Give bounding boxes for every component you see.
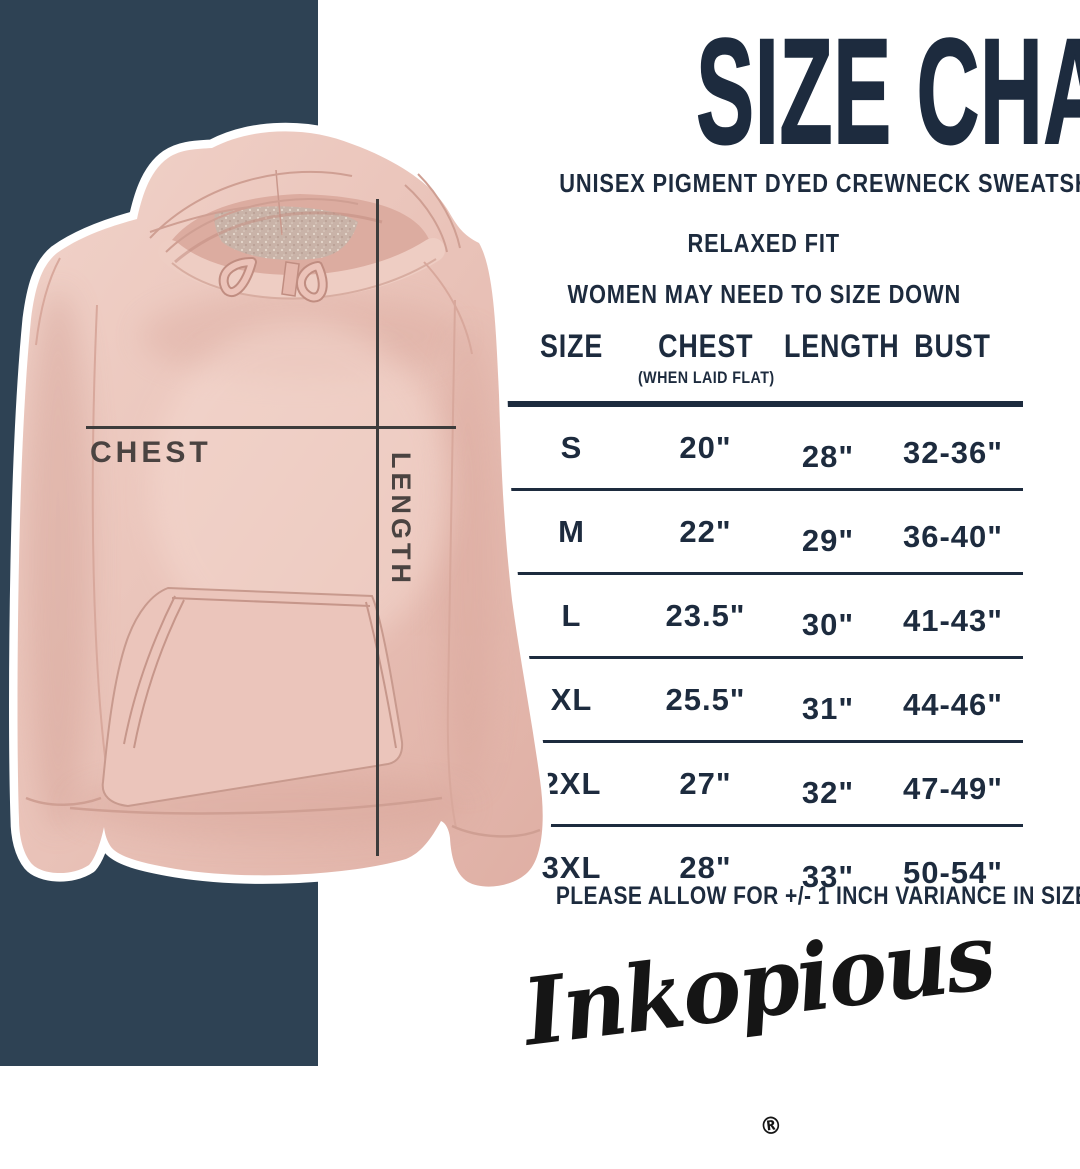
cell-chest: 23.5" [665, 597, 746, 633]
brand-logo-text: Inkopious® [517, 902, 999, 1142]
cell-length: 29" [801, 522, 855, 558]
cell-chest: 27" [679, 765, 732, 801]
cell-bust: 50-54" [903, 854, 1003, 890]
cell-bust: 41-43" [903, 602, 1003, 638]
cell-chest: 28" [679, 849, 732, 885]
chest-column-note: (WHEN LAID FLAT) [637, 368, 775, 387]
column-header-length: LENGTH [784, 328, 900, 364]
chest-measure-line [86, 426, 456, 429]
cell-size: L [561, 597, 582, 633]
cell-length: 33" [801, 858, 855, 894]
variance-note: PLEASE ALLOW FOR +/- 1 INCH VARIANCE IN … [555, 882, 1080, 910]
cell-size: 3XL [541, 849, 602, 885]
cell-length: 28" [801, 438, 855, 474]
length-measure-label: LENGTH [386, 452, 416, 587]
cell-size: 2XL [541, 765, 602, 801]
length-measure-line [376, 199, 379, 856]
cell-bust: 36-40" [903, 518, 1003, 554]
navy-side-stripe [0, 0, 318, 1066]
cell-length: 30" [801, 606, 855, 642]
cell-size: XL [550, 681, 593, 717]
cell-length: 31" [801, 690, 855, 726]
column-header-size: SIZE [539, 328, 604, 364]
size-table-body: S 20" 28" 32-36" M 22" 29" 36-40" L 23.5… [505, 407, 1023, 908]
table-row: XL 25.5" 31" 44-46" [505, 659, 1023, 743]
page-title-text: SIZE CHART [696, 7, 1080, 175]
table-row: 2XL 27" 32" 47-49" [505, 743, 1023, 827]
column-header-chest: CHEST [657, 328, 754, 364]
table-row: M 22" 29" 36-40" [505, 491, 1023, 575]
table-header-rule [505, 401, 1023, 407]
subtitle-material: UNISEX PIGMENT DYED CREWNECK SWEATSHIRT [559, 168, 1080, 198]
right-shoulder-seam [423, 261, 473, 355]
brand-logo: Inkopious® [505, 902, 1023, 1141]
cell-chest: 22" [679, 513, 732, 549]
subtitle-sizing: WOMEN MAY NEED TO SIZE DOWN [567, 279, 961, 309]
cell-chest: 25.5" [665, 681, 746, 717]
cell-length: 32" [801, 774, 855, 810]
size-table-header: SIZE CHEST LENGTH BUST (WHEN LAID FLAT) [505, 328, 1023, 387]
cell-chest: 20" [679, 429, 732, 465]
cell-bust: 32-36" [903, 434, 1003, 470]
chest-measure-label: CHEST [90, 436, 212, 469]
table-row: L 23.5" 30" 41-43" [505, 575, 1023, 659]
cell-size: S [560, 429, 583, 465]
cell-bust: 44-46" [903, 686, 1003, 722]
right-sleeve-seam [446, 299, 457, 829]
column-header-bust: BUST [914, 328, 992, 364]
table-row: 3XL 28" 33" 50-54" [505, 827, 1023, 908]
cell-bust: 47-49" [903, 770, 1003, 806]
registered-trademark-icon: ® [757, 1110, 783, 1142]
size-chart-panel: SIZE CHART UNISEX PIGMENT DYED CREWNECK … [505, 0, 1080, 1141]
cell-size: M [558, 513, 585, 549]
size-table: SIZE CHEST LENGTH BUST (WHEN LAID FLAT) … [505, 328, 1023, 908]
subtitle-fit: RELAXED FIT [687, 228, 841, 258]
table-row: S 20" 28" 32-36" [505, 407, 1023, 491]
page-title: SIZE CHART [505, 15, 1080, 167]
